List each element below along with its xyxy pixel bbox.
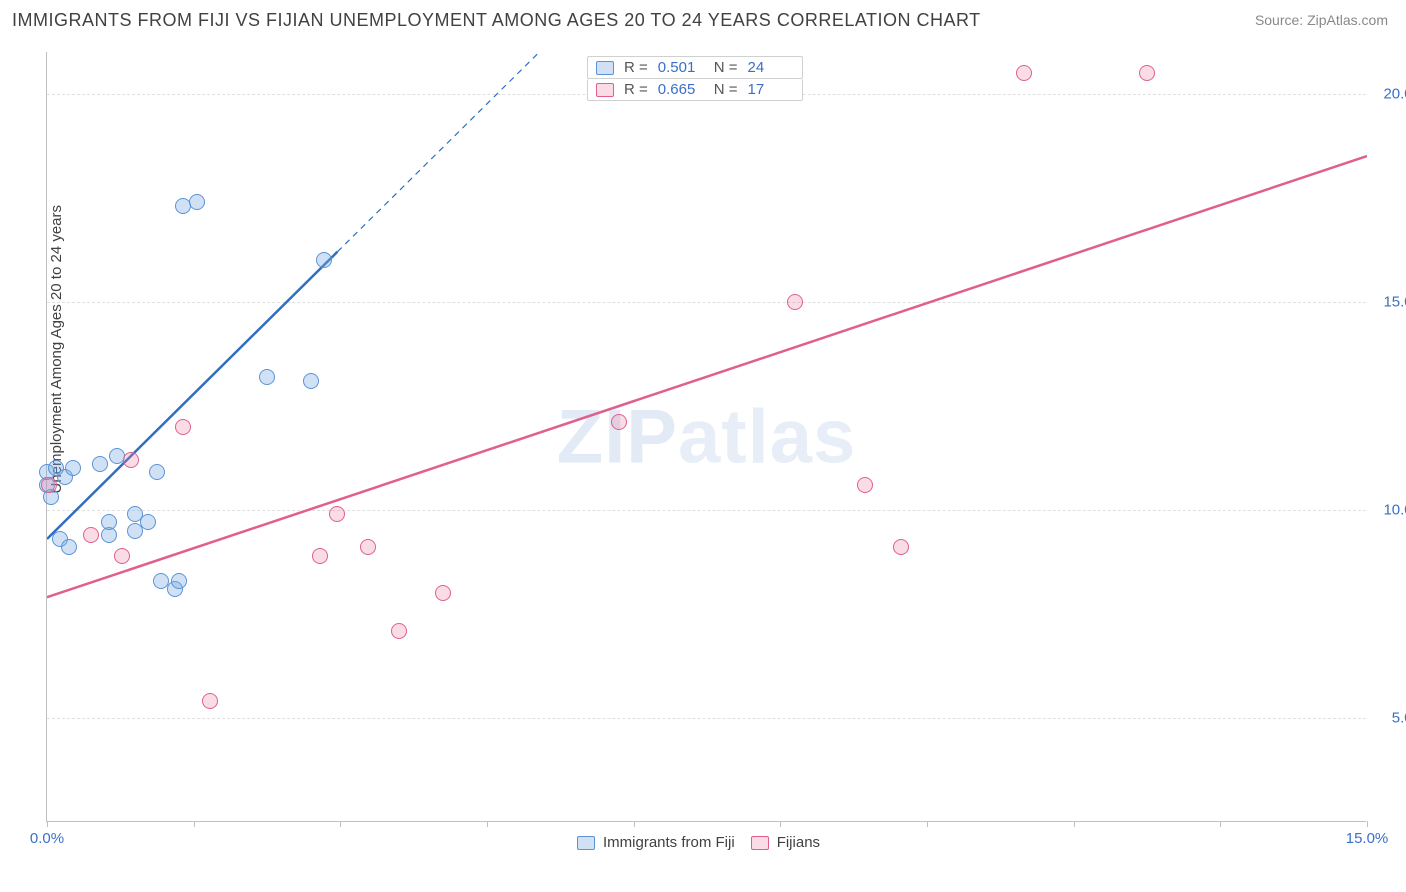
trendline-fijians xyxy=(47,156,1367,597)
legend-label-immigrants: Immigrants from Fiji xyxy=(603,834,735,851)
scatter-point-fijians xyxy=(857,477,873,493)
scatter-point-fijians xyxy=(1139,65,1155,81)
rn-row-fijians: R = 0.665 N = 17 xyxy=(587,79,803,101)
legend-item-fijians: Fijians xyxy=(751,834,820,851)
rn-r-label: R = xyxy=(624,81,648,98)
rn-r-value-fijians: 0.665 xyxy=(658,81,704,98)
scatter-point-immigrants xyxy=(171,573,187,589)
x-tick-mark xyxy=(780,821,781,827)
x-tick-mark xyxy=(340,821,341,827)
legend-swatch-fijians xyxy=(751,836,769,850)
scatter-point-immigrants xyxy=(316,252,332,268)
x-tick-label: 0.0% xyxy=(30,830,64,847)
scatter-point-immigrants xyxy=(189,194,205,210)
rn-n-label: N = xyxy=(714,81,738,98)
x-tick-mark xyxy=(1074,821,1075,827)
x-tick-mark xyxy=(927,821,928,827)
watermark: ZIPatlas xyxy=(557,393,856,480)
scatter-point-fijians xyxy=(329,506,345,522)
source-label: Source: ZipAtlas.com xyxy=(1255,12,1388,28)
scatter-point-fijians xyxy=(123,452,139,468)
chart-title: IMMIGRANTS FROM FIJI VS FIJIAN UNEMPLOYM… xyxy=(12,10,981,31)
gridline-h xyxy=(47,718,1366,719)
y-tick-label: 5.0% xyxy=(1392,709,1406,726)
x-tick-label: 15.0% xyxy=(1346,830,1389,847)
y-tick-label: 10.0% xyxy=(1383,501,1406,518)
rn-stats-box: R = 0.501 N = 24 R = 0.665 N = 17 xyxy=(587,56,803,101)
scatter-point-fijians xyxy=(1016,65,1032,81)
trendline-immigrants xyxy=(47,252,337,539)
scatter-point-immigrants xyxy=(303,373,319,389)
scatter-point-fijians xyxy=(611,414,627,430)
rn-row-immigrants: R = 0.501 N = 24 xyxy=(587,56,803,79)
plot-area: ZIPatlas 5.0%10.0%15.0%20.0%0.0%15.0%R =… xyxy=(46,52,1366,822)
scatter-point-fijians xyxy=(360,539,376,555)
scatter-point-immigrants xyxy=(140,514,156,530)
scatter-point-fijians xyxy=(893,539,909,555)
x-tick-mark xyxy=(1367,821,1368,827)
rn-r-label: R = xyxy=(624,59,648,76)
gridline-h xyxy=(47,302,1366,303)
rn-swatch-fijians xyxy=(596,83,614,97)
scatter-point-fijians xyxy=(787,294,803,310)
x-tick-mark xyxy=(487,821,488,827)
scatter-point-immigrants xyxy=(149,464,165,480)
rn-n-value-immigrants: 24 xyxy=(748,59,794,76)
trendline-ext-immigrants xyxy=(337,52,539,252)
x-tick-mark xyxy=(1220,821,1221,827)
x-tick-mark xyxy=(194,821,195,827)
scatter-point-immigrants xyxy=(259,369,275,385)
trendlines-svg xyxy=(47,52,1367,822)
legend-label-fijians: Fijians xyxy=(777,834,820,851)
scatter-point-fijians xyxy=(175,419,191,435)
scatter-point-fijians xyxy=(83,527,99,543)
rn-n-label: N = xyxy=(714,59,738,76)
rn-r-value-immigrants: 0.501 xyxy=(658,59,704,76)
y-tick-label: 15.0% xyxy=(1383,293,1406,310)
scatter-point-immigrants xyxy=(65,460,81,476)
rn-n-value-fijians: 17 xyxy=(748,81,794,98)
legend-bottom: Immigrants from Fiji Fijians xyxy=(577,834,820,851)
y-tick-label: 20.0% xyxy=(1383,85,1406,102)
scatter-point-fijians xyxy=(312,548,328,564)
scatter-point-fijians xyxy=(202,693,218,709)
plot-wrap: Unemployment Among Ages 20 to 24 years Z… xyxy=(46,52,1366,822)
x-tick-mark xyxy=(634,821,635,827)
legend-swatch-immigrants xyxy=(577,836,595,850)
scatter-point-fijians xyxy=(435,585,451,601)
scatter-point-immigrants xyxy=(101,514,117,530)
scatter-point-fijians xyxy=(114,548,130,564)
scatter-point-fijians xyxy=(41,477,57,493)
x-tick-mark xyxy=(47,821,48,827)
rn-swatch-immigrants xyxy=(596,61,614,75)
scatter-point-immigrants xyxy=(92,456,108,472)
gridline-h xyxy=(47,510,1366,511)
legend-item-immigrants: Immigrants from Fiji xyxy=(577,834,735,851)
scatter-point-immigrants xyxy=(61,539,77,555)
scatter-point-fijians xyxy=(391,623,407,639)
